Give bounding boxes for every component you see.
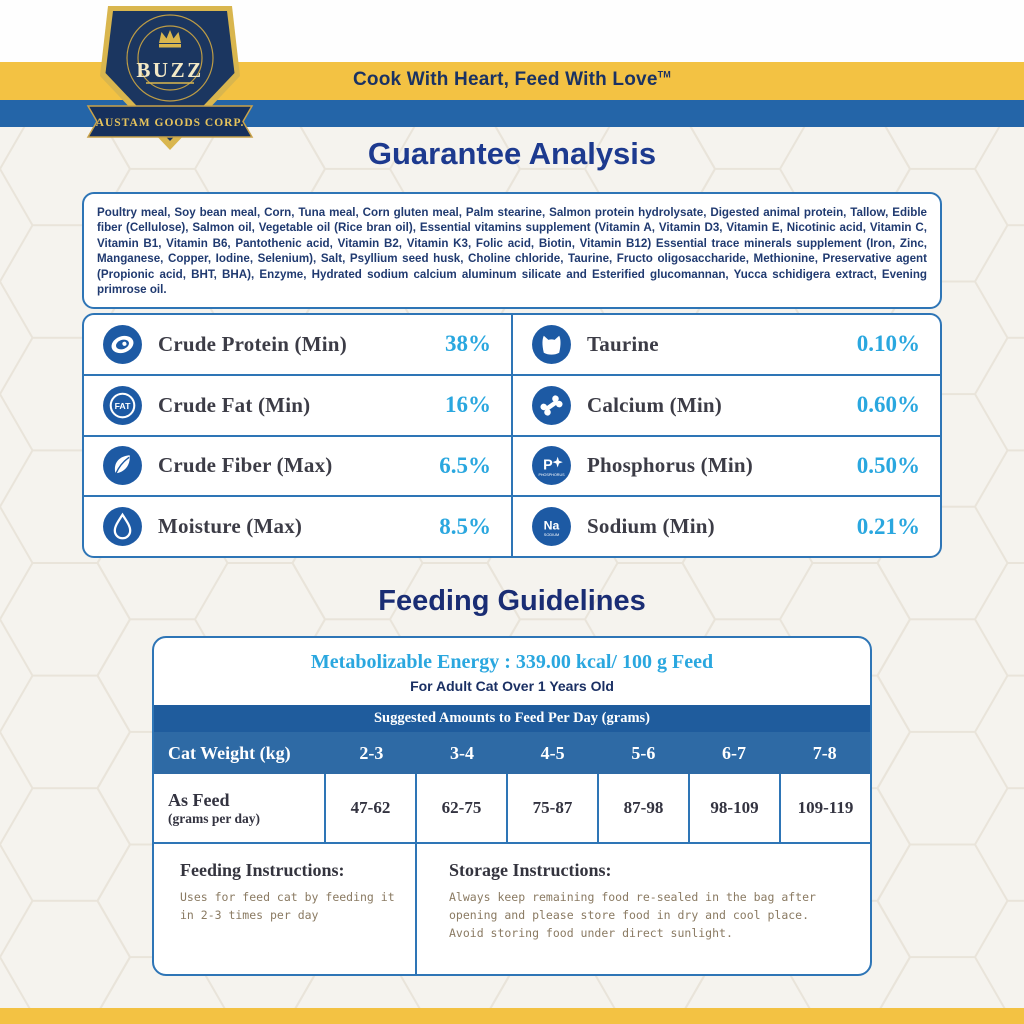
analysis-value: 8.5% <box>439 513 491 539</box>
analysis-label: Taurine <box>587 331 659 356</box>
trademark-symbol: TM <box>657 69 671 80</box>
feed-amount-cell: 75-87 <box>508 774 599 842</box>
guarantee-analysis-title: Guarantee Analysis <box>367 136 657 171</box>
cat-weight-label: Cat Weight (kg) <box>168 742 291 763</box>
phosphorus-icon-text: P <box>543 458 553 474</box>
droplet-icon <box>102 506 143 547</box>
analysis-row-crude-fat: FAT Crude Fat (Min) 16% <box>84 373 511 435</box>
analysis-label: Crude Protein (Min) <box>158 331 347 356</box>
weight-cell: 3-4 <box>450 742 474 763</box>
as-feed-label-sub: (grams per day) <box>168 810 260 826</box>
analysis-row-moisture: Moisture (Max) 8.5% <box>84 495 511 556</box>
analysis-value: 16% <box>445 392 491 418</box>
analysis-row-phosphorus: P PHOSPHORUS Phosphorus (Min) 0.50% <box>513 434 940 496</box>
feed-amount-cell: 98-109 <box>690 774 781 842</box>
sodium-icon: Na SODIUM <box>531 506 572 547</box>
analysis-value: 0.10% <box>856 331 920 357</box>
weight-cell: 6-7 <box>722 742 747 763</box>
tagline-text: Cook With Heart, Feed With Love <box>352 69 658 90</box>
bone-icon <box>531 385 572 426</box>
analysis-value: 38% <box>445 331 491 357</box>
phosphorus-icon: P PHOSPHORUS <box>531 445 572 486</box>
feeding-table-header: Suggested Amounts to Feed Per Day (grams… <box>154 705 870 732</box>
analysis-label: Crude Fiber (Max) <box>158 453 333 478</box>
fat-icon: FAT <box>102 385 143 426</box>
feeding-instructions-text: Uses for feed cat by feeding it in 2-3 t… <box>180 890 395 922</box>
weight-cell: 4-5 <box>540 742 565 763</box>
logo-shield-inner <box>105 11 235 141</box>
analysis-row-sodium: Na SODIUM Sodium (Min) 0.21% <box>513 495 940 556</box>
analysis-label: Moisture (Max) <box>158 514 303 539</box>
analysis-value: 0.50% <box>856 452 920 478</box>
weight-cell: 5-6 <box>631 742 656 763</box>
cat-icon <box>531 324 572 365</box>
feed-amount-cell: 87-98 <box>599 774 690 842</box>
analysis-label: Sodium (Min) <box>587 514 715 539</box>
guarantee-analysis-table: Crude Protein (Min) 38% FAT Crude Fat (M… <box>82 313 942 558</box>
analysis-value: 0.21% <box>856 513 920 539</box>
analysis-column-right: Taurine 0.10% Calcium (Min) 0.60% <box>513 315 940 556</box>
analysis-row-calcium: Calcium (Min) 0.60% <box>513 373 940 435</box>
analysis-label: Calcium (Min) <box>587 392 722 417</box>
analysis-row-crude-fiber: Crude Fiber (Max) 6.5% <box>84 434 511 496</box>
storage-instructions-title: Storage Instructions: <box>449 860 612 880</box>
brand-tagline: Cook With Heart, Feed With LoveTM <box>0 69 1024 91</box>
meat-icon <box>102 324 143 365</box>
storage-instructions: Storage Instructions: Always keep remain… <box>417 844 870 974</box>
sodium-icon-sublabel: SODIUM <box>544 532 560 537</box>
analysis-value: 6.5% <box>439 452 491 478</box>
ingredients-box: Poultry meal, Soy bean meal, Corn, Tuna … <box>82 192 942 309</box>
analysis-label: Phosphorus (Min) <box>587 453 753 478</box>
as-feed-label-main: As Feed <box>168 789 230 810</box>
as-feed-label: As Feed (grams per day) <box>154 774 326 842</box>
phosphorus-icon-sublabel: PHOSPHORUS <box>538 473 565 477</box>
instructions-section: Feeding Instructions: Uses for feed cat … <box>154 844 870 974</box>
storage-instructions-text: Always keep remaining food re-sealed in … <box>449 890 816 940</box>
feed-amount-cell: 62-75 <box>417 774 508 842</box>
logo-company: AUSTAM GOODS CORP. <box>96 117 245 129</box>
weight-cell: 7-8 <box>812 742 837 763</box>
logo-ribbon <box>86 105 254 138</box>
cat-weight-row: Cat Weight (kg) 2-3 3-4 4-5 5-6 6-7 7-8 <box>154 732 870 774</box>
feed-amount-cell: 109-119 <box>797 798 854 817</box>
crown-base <box>159 44 181 48</box>
feed-amount-cell: 47-62 <box>326 774 417 842</box>
analysis-value: 0.60% <box>856 392 920 418</box>
analysis-row-crude-protein: Crude Protein (Min) 38% <box>84 315 511 374</box>
analysis-label: Crude Fat (Min) <box>158 392 311 417</box>
bottom-gold-band <box>0 1008 1024 1024</box>
brand-logo: BUZZ AUSTAM GOODS CORP. <box>86 6 254 150</box>
feeding-subtitle: For Adult Cat Over 1 Years Old <box>410 678 614 694</box>
sodium-icon-text: Na <box>544 519 560 533</box>
logo-ring-inner <box>137 25 203 91</box>
feeding-guidelines-box: Metabolizable Energy : 339.00 kcal/ 100 … <box>152 636 872 976</box>
metabolizable-energy: Metabolizable Energy : 339.00 kcal/ 100 … <box>310 651 714 673</box>
fat-icon-text: FAT <box>115 401 131 411</box>
ingredients-text: Poultry meal, Soy bean meal, Corn, Tuna … <box>97 206 927 297</box>
logo-brand: BUZZ <box>136 58 203 82</box>
weight-cell: 2-3 <box>359 742 384 763</box>
analysis-column-left: Crude Protein (Min) 38% FAT Crude Fat (M… <box>84 315 513 556</box>
analysis-row-taurine: Taurine 0.10% <box>513 315 940 374</box>
logo-ring-outer <box>126 14 214 102</box>
feeding-instructions-title: Feeding Instructions: <box>180 860 345 880</box>
crown-icon <box>159 30 181 43</box>
feeding-guidelines-title: Feeding Guidelines <box>378 585 646 617</box>
leaf-icon <box>102 445 143 486</box>
as-feed-row: As Feed (grams per day) 47-62 62-75 75-8… <box>154 774 870 844</box>
feeding-instructions: Feeding Instructions: Uses for feed cat … <box>154 844 417 974</box>
